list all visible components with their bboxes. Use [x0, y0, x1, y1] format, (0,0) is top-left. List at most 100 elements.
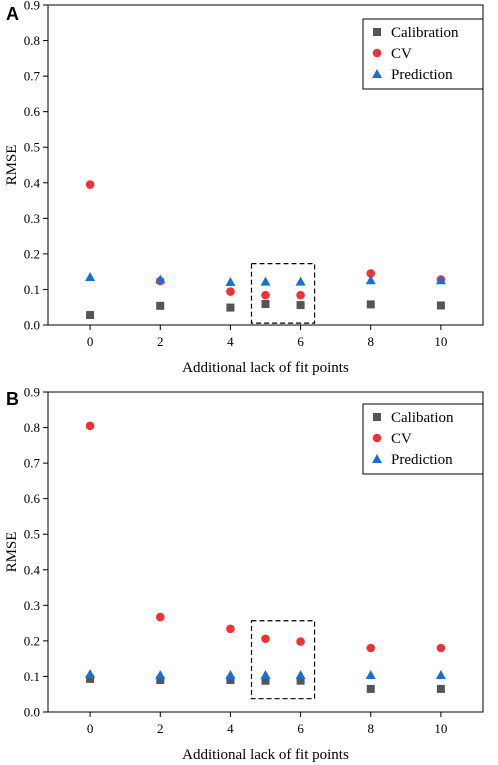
chart-panel-b: 0.0 0.1 0.2 0.3 0.4 0.5 0.6 0.7 0.8 0.9 0 2 4 6 8 10 Add… [4, 385, 484, 763]
data-point [261, 290, 270, 300]
data-point [226, 624, 235, 634]
data-point [296, 676, 305, 685]
y-tick-label: 0.2 [24, 633, 40, 648]
y-tick-label: 0.6 [24, 491, 41, 506]
legend: Calibration CV Prediction [362, 18, 484, 90]
series-triangle [85, 272, 446, 286]
data-point [85, 668, 96, 678]
data-point [260, 670, 271, 680]
data-point [435, 670, 446, 680]
data-point [261, 300, 270, 309]
data-point [435, 275, 446, 285]
y-tick-label: 0.6 [24, 104, 41, 119]
data-point [155, 612, 165, 622]
legend-marker [372, 454, 382, 463]
data-point [366, 300, 375, 309]
data-point [85, 272, 96, 281]
y-tick-label: 0.7 [24, 69, 41, 84]
plot-frame [47, 391, 484, 713]
legend-label: Prediction [391, 452, 453, 468]
legend-marker [372, 48, 382, 58]
legend-marker [372, 433, 382, 443]
data-point [155, 274, 166, 284]
x-tick-label: 2 [157, 334, 164, 349]
x-axis-title: Additional lack of fit points [182, 747, 349, 763]
y-axis-title: RMSE [4, 145, 20, 186]
legend-label: CV [391, 46, 412, 62]
data-point [261, 634, 270, 644]
y-tick-label: 0.3 [24, 598, 40, 613]
data-point [295, 276, 306, 286]
y-tick-label: 0.4 [24, 562, 41, 577]
data-point [296, 637, 305, 646]
x-tick-label: 4 [227, 334, 234, 349]
y-tick-label: 0.7 [24, 456, 41, 471]
data-point [366, 684, 375, 693]
data-point [436, 684, 445, 693]
data-point [365, 275, 376, 285]
legend-marker [373, 413, 381, 421]
data-point [156, 676, 165, 684]
data-point [226, 676, 235, 684]
y-tick-label: 0.1 [24, 669, 40, 684]
x-tick-label: 0 [87, 721, 94, 736]
x-tick-label: 0 [87, 334, 94, 349]
y-tick-label: 0.8 [24, 420, 40, 435]
data-point [436, 301, 445, 310]
y-tick-label: 0.3 [24, 211, 40, 226]
data-point [85, 180, 95, 189]
data-point [261, 676, 270, 685]
y-tick-label: 0.1 [24, 282, 40, 297]
y-tick-label: 0.0 [24, 705, 40, 720]
legend-label: Prediction [391, 67, 453, 83]
x-tick-label: 8 [367, 721, 374, 736]
y-tick-label: 0.5 [24, 140, 40, 155]
data-point [86, 311, 95, 320]
plot-frame [47, 4, 484, 326]
series-triangle [85, 668, 446, 680]
x-tick-label: 2 [157, 721, 164, 736]
x-tick-label: 4 [227, 721, 234, 736]
x-tick-label: 6 [297, 721, 304, 736]
legend: Calibation CV Prediction [362, 403, 484, 475]
data-point [365, 670, 376, 680]
y-tick-label: 0.2 [24, 246, 40, 261]
data-point [295, 670, 306, 680]
data-point [226, 303, 235, 312]
y-axis-title: RMSE [4, 532, 20, 573]
y-tick-label: 0.8 [24, 33, 40, 48]
data-point [225, 276, 236, 286]
panel-label: B [6, 389, 19, 409]
y-tick-label: 0.0 [24, 318, 40, 333]
highlight-box [250, 620, 316, 700]
legend-label: Calibration [391, 25, 459, 41]
x-tick-label: 6 [297, 334, 304, 349]
data-point [226, 287, 235, 296]
y-tick-label: 0.9 [24, 385, 40, 400]
y-tick-label: 0.9 [24, 0, 40, 13]
highlight-box [250, 263, 316, 324]
legend-marker [373, 28, 381, 36]
legend-label: Calibation [391, 410, 454, 426]
data-point [156, 301, 165, 310]
series-circle [85, 421, 446, 653]
x-axis-title: Additional lack of fit points [182, 360, 349, 376]
legend-label: CV [391, 431, 412, 447]
y-tick-label: 0.5 [24, 527, 40, 542]
data-point [366, 643, 376, 653]
legend-box [362, 403, 484, 475]
data-point [260, 276, 271, 286]
x-tick-label: 10 [434, 721, 447, 736]
panel-label: A [6, 4, 19, 24]
data-point [85, 421, 95, 431]
data-point [155, 670, 166, 680]
data-point [436, 643, 446, 653]
y-tick-label: 0.4 [24, 175, 41, 190]
data-point [366, 269, 376, 278]
x-tick-label: 10 [434, 334, 447, 349]
data-point [86, 674, 95, 683]
legend-marker [372, 69, 382, 78]
data-point [296, 290, 305, 300]
series-square [86, 674, 445, 693]
